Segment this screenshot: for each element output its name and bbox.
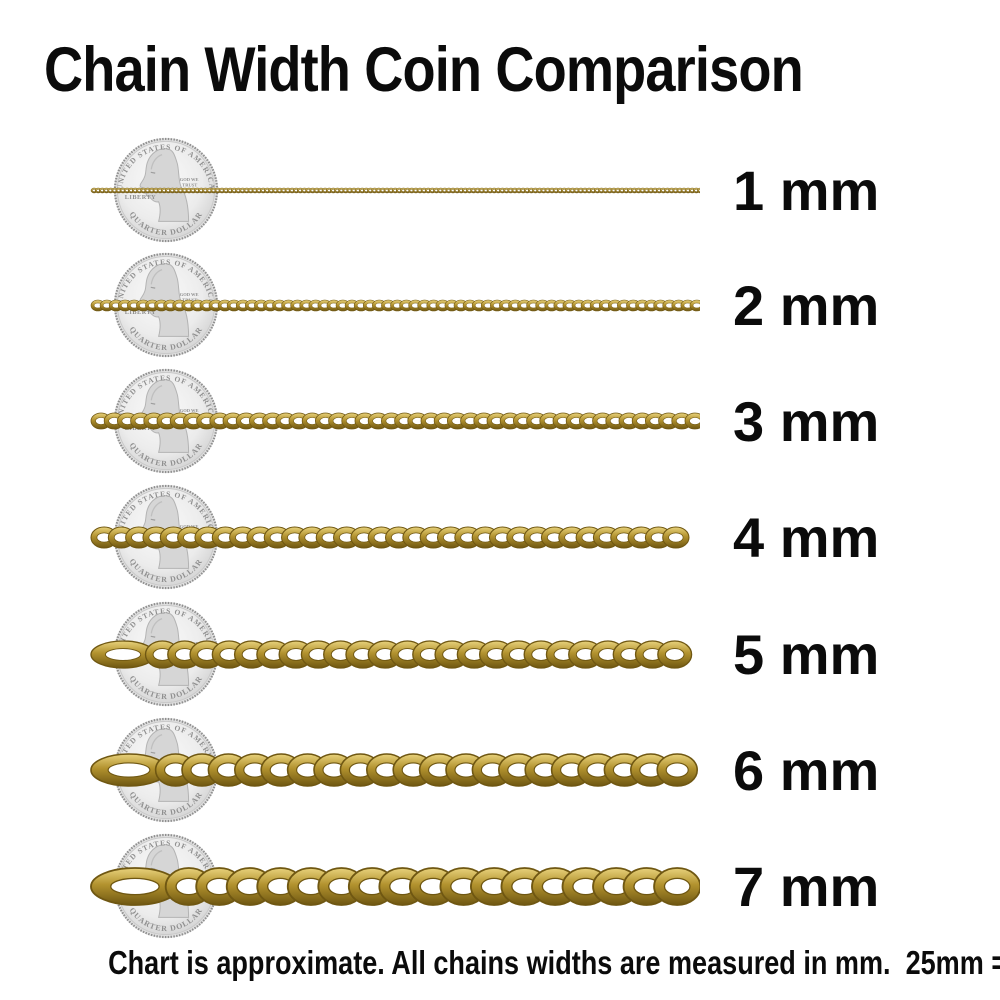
size-label: 3 mm [733,389,880,453]
chain-row-2mm: UNITED STATES OF AMERICA QUARTER DOLLAR … [0,250,1000,360]
footer-note-text: Chart is approximate. All chains widths … [108,944,1000,981]
size-label: 7 mm [733,854,880,918]
coin-motto-line1: GOD WE [180,292,199,297]
size-label: 4 mm [733,505,880,569]
chain-row-4mm: UNITED STATES OF AMERICA QUARTER DOLLAR … [0,482,1000,592]
chain-row-7mm: UNITED STATES OF AMERICA QUARTER DOLLAR … [0,831,1000,941]
hair-detail [150,385,163,401]
coin-motto-line2: TRUST [182,183,197,188]
hair-detail [150,734,163,750]
chain-image-1mm [90,187,700,193]
chain-image-4mm [90,525,690,549]
chain-row-5mm: UNITED STATES OF AMERICA QUARTER DOLLAR … [0,599,1000,709]
eye-detail [150,518,156,521]
chain-image-6mm [90,753,699,787]
hair-detail [150,501,163,517]
eye-detail [150,286,156,289]
size-label: 1 mm [733,158,880,222]
eye-detail [150,635,156,638]
chain-row-1mm: UNITED STATES OF AMERICA QUARTER DOLLAR … [0,135,1000,245]
size-label: 2 mm [733,273,880,337]
footer-note: Chart is approximate. All chains widths … [0,944,1000,982]
chain-image-3mm [90,412,700,430]
coin-liberty-text: LIBERTY [125,309,156,316]
chain-image-7mm [90,866,700,906]
eye-detail [150,171,156,174]
coin-liberty-text: LIBERTY [125,194,156,201]
eye-detail [150,402,156,405]
size-label: 6 mm [733,738,880,802]
chain-row-3mm: UNITED STATES OF AMERICA QUARTER DOLLAR … [0,366,1000,476]
hair-detail [150,850,163,866]
chain-image-5mm [90,639,693,669]
chain-image-2mm [90,299,700,311]
chain-row-6mm: UNITED STATES OF AMERICA QUARTER DOLLAR … [0,715,1000,825]
eye-detail [150,751,156,754]
hair-detail [150,269,163,285]
coin-motto-line1: GOD WE [180,408,199,413]
size-label: 5 mm [733,622,880,686]
hair-detail [150,154,163,170]
page-title: Chain Width Coin Comparison [44,35,804,105]
coin-motto-line1: GOD WE [180,177,199,182]
hair-detail [150,618,163,634]
